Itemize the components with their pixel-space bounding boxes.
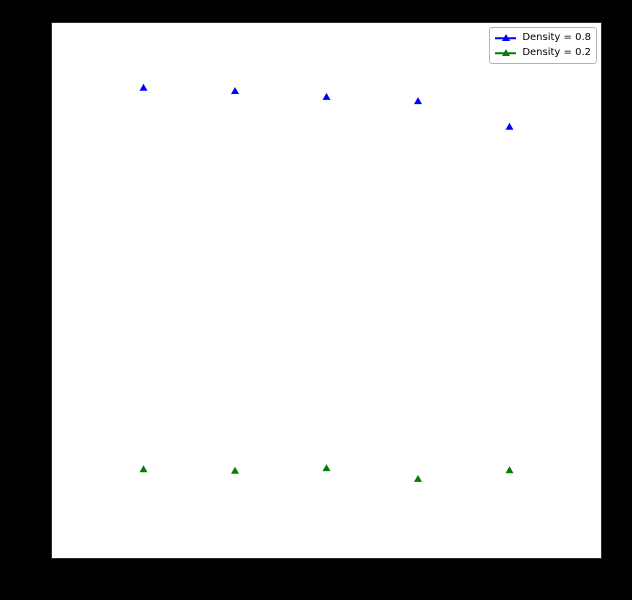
legend-sample-density-0.2 bbox=[495, 48, 517, 58]
data-marker-triangle-up bbox=[231, 86, 239, 94]
legend-entry: Density = 0.2 bbox=[495, 46, 591, 60]
data-marker-triangle-up bbox=[322, 92, 331, 100]
legend-label: Density = 0.2 bbox=[522, 47, 591, 58]
legend-entry: Density = 0.8 bbox=[495, 31, 591, 45]
data-marker-triangle-up bbox=[139, 83, 148, 91]
triangle-up-marker-icon bbox=[501, 33, 510, 41]
legend-sample-density-0.8 bbox=[495, 33, 517, 43]
data-marker-triangle-up bbox=[139, 465, 148, 473]
data-points-layer bbox=[47, 25, 602, 563]
triangle-up-marker-icon bbox=[501, 48, 510, 56]
data-marker-triangle-up bbox=[505, 122, 514, 130]
data-marker-triangle-up bbox=[505, 466, 514, 474]
data-marker-triangle-up bbox=[414, 474, 422, 482]
plot-area: Density = 0.8 Density = 0.2 bbox=[47, 22, 602, 563]
data-marker-triangle-up bbox=[231, 466, 239, 474]
data-marker-triangle-up bbox=[322, 464, 331, 472]
legend: Density = 0.8 Density = 0.2 bbox=[489, 27, 597, 64]
data-marker-triangle-up bbox=[414, 97, 422, 105]
legend-label: Density = 0.8 bbox=[522, 32, 591, 43]
